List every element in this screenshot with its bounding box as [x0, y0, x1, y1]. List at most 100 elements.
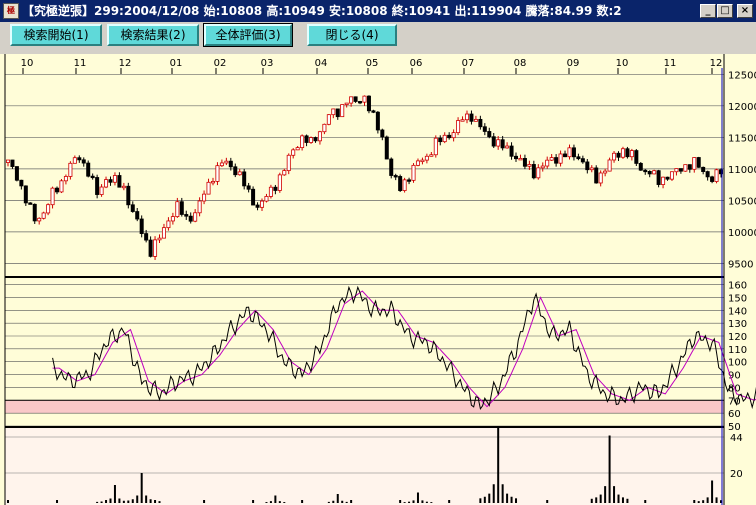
- signal-bar: [203, 500, 206, 503]
- signal-bar: [274, 495, 277, 503]
- price-candle: [144, 233, 149, 241]
- price-candle: [469, 113, 474, 122]
- price-candle: [14, 166, 19, 181]
- price-candle: [420, 159, 425, 163]
- signal-bar: [140, 473, 143, 503]
- price-candle: [268, 186, 273, 197]
- price-candle: [6, 159, 11, 163]
- price-candle: [10, 159, 15, 167]
- price-candle: [643, 169, 648, 173]
- price-candle: [246, 185, 251, 190]
- price-candle: [300, 135, 305, 149]
- price-candle: [304, 135, 309, 143]
- signal-bar: [488, 493, 491, 503]
- price-candle: [576, 156, 581, 160]
- close-window-button[interactable]: 閉じる(4): [307, 24, 397, 46]
- price-candle: [696, 157, 701, 168]
- price-candle: [202, 193, 207, 202]
- price-candle: [317, 131, 322, 142]
- price-candle: [683, 164, 688, 172]
- month-label: 07: [462, 58, 475, 69]
- price-candle: [500, 139, 505, 149]
- price-candle: [224, 160, 229, 164]
- signal-bar: [483, 496, 486, 503]
- price-candle: [81, 159, 86, 164]
- price-candle: [705, 171, 710, 178]
- price-candle: [68, 162, 73, 177]
- signal-bar: [265, 502, 268, 503]
- price-candle: [215, 165, 220, 182]
- price-candle: [496, 139, 501, 147]
- price-candle: [32, 203, 37, 222]
- price-candle: [46, 204, 51, 214]
- price-candle: [585, 161, 590, 171]
- price-candle: [656, 170, 661, 185]
- signal-bar: [515, 498, 518, 503]
- price-candle: [148, 239, 153, 257]
- price-candle: [549, 157, 554, 161]
- signal-bar: [408, 501, 411, 503]
- price-candle: [139, 218, 144, 234]
- price-tick-label: 11500: [728, 133, 756, 144]
- price-candle: [117, 175, 122, 188]
- price-candle: [210, 181, 215, 184]
- price-candle: [629, 150, 634, 158]
- price-candle: [72, 157, 77, 164]
- price-candle: [620, 148, 625, 158]
- month-label: 04: [315, 58, 328, 69]
- signal-bar: [113, 485, 116, 503]
- signal-bar: [149, 499, 152, 503]
- price-panel: [5, 54, 724, 276]
- month-label: 06: [410, 58, 423, 69]
- price-candle: [335, 108, 340, 118]
- price-candle: [170, 216, 175, 222]
- month-label: 02: [214, 58, 227, 69]
- price-candle: [104, 179, 109, 188]
- price-candle: [135, 211, 140, 220]
- month-label: 11: [74, 58, 87, 69]
- oversold-band: [5, 400, 724, 414]
- overall-evaluation-button[interactable]: 全体評価(3): [203, 23, 293, 47]
- signal-bar: [301, 500, 304, 503]
- signal-bar: [118, 498, 121, 503]
- signal-tick-label: 20: [730, 469, 743, 480]
- price-candle: [112, 175, 117, 183]
- signal-bar: [711, 480, 714, 503]
- price-candle: [206, 181, 211, 195]
- signal-bar: [693, 500, 696, 503]
- search-start-button[interactable]: 検索開始(1): [10, 24, 102, 46]
- price-candle: [77, 157, 82, 161]
- price-candle: [286, 154, 291, 172]
- price-candle: [28, 202, 33, 205]
- signal-panel: [5, 428, 724, 505]
- price-candle: [625, 148, 630, 158]
- signal-bar: [7, 500, 9, 503]
- title-bar[interactable]: 極 【究極逆張】299:2004/12/08 始:10808 高:10949 安…: [0, 0, 756, 22]
- signal-bar: [327, 501, 330, 503]
- price-candle: [282, 170, 287, 176]
- close-button[interactable]: ×: [737, 4, 753, 18]
- signal-bar: [131, 499, 134, 503]
- signal-bar: [332, 500, 335, 503]
- price-candle: [86, 162, 91, 177]
- price-candle: [90, 175, 95, 179]
- signal-bar: [122, 500, 125, 503]
- search-results-button[interactable]: 検索結果(2): [107, 24, 199, 46]
- price-candle: [647, 171, 652, 175]
- osc-tick-label: 60: [728, 409, 741, 420]
- price-candle: [393, 175, 398, 178]
- signal-bar: [720, 500, 722, 503]
- signal-tick-label: 44: [730, 433, 743, 444]
- signal-bar: [350, 500, 353, 503]
- app-icon[interactable]: 極: [3, 3, 19, 19]
- price-candle: [473, 118, 478, 122]
- price-candle: [188, 215, 193, 222]
- minimize-button[interactable]: _: [700, 4, 716, 18]
- price-candle: [63, 176, 68, 182]
- signal-bar: [109, 498, 112, 503]
- price-candle: [678, 168, 683, 172]
- maximize-button[interactable]: □: [717, 4, 733, 18]
- price-candle: [540, 165, 545, 169]
- price-candle: [554, 157, 559, 164]
- price-candle: [291, 149, 296, 156]
